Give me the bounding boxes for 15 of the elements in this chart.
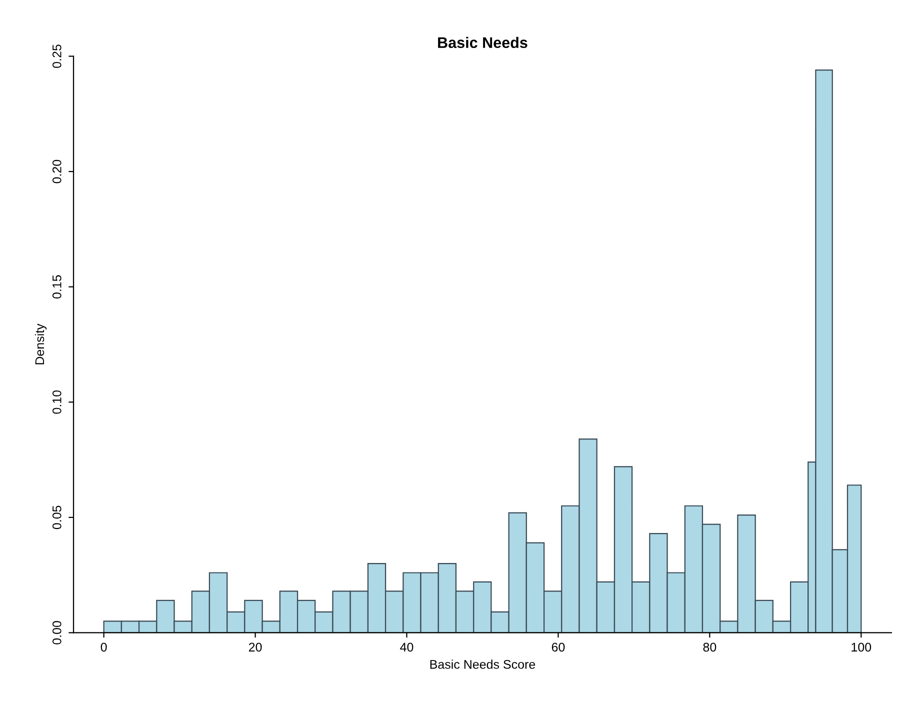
y-axis-title: Density xyxy=(34,324,47,364)
y-tick-label: 0.15 xyxy=(52,275,62,298)
x-tick-label: 60 xyxy=(552,642,565,652)
x-tick-label: 40 xyxy=(400,642,414,652)
x-tick-label: 0 xyxy=(100,642,107,652)
chart-title: Basic Needs xyxy=(438,36,528,48)
y-tick-label: 0.10 xyxy=(52,390,62,414)
y-tick-label: 0.20 xyxy=(52,160,62,184)
x-axis-title: Basic Needs Score xyxy=(430,660,536,669)
y-tick-label: 0.25 xyxy=(52,44,62,68)
x-tick-label: 80 xyxy=(703,642,716,652)
x-tick-label: 100 xyxy=(852,642,872,652)
y-tick-label: 0.05 xyxy=(52,506,62,530)
y-tick-label: 0.00 xyxy=(52,621,62,644)
x-tick-label: 20 xyxy=(248,642,262,652)
